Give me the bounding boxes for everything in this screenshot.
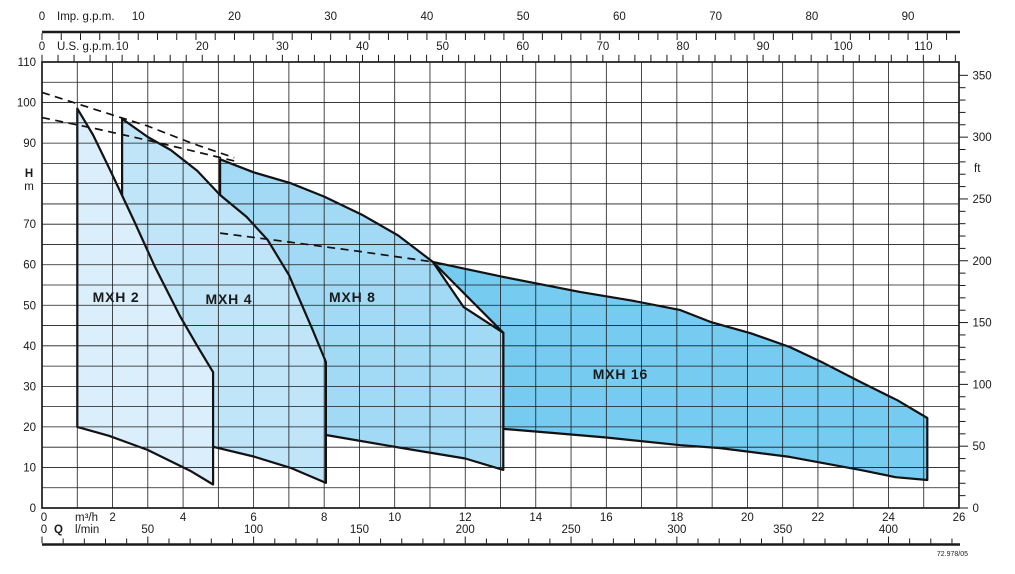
h-axis-tick-label: 100 — [17, 98, 36, 110]
imp-axis-tick-label: 70 — [709, 11, 722, 23]
ft-axis-tick-label: 350 — [973, 70, 992, 82]
region-outline-mxh-2 — [76, 107, 215, 486]
ft-axis-tick-label: 0 — [973, 503, 979, 515]
m3h-tick-label: 8 — [321, 512, 327, 524]
us-axis-tick-label: 0 — [39, 41, 45, 53]
m3h-tick-label: 26 — [953, 512, 966, 524]
lmin-tick-label: 350 — [773, 524, 792, 536]
h-axis-tick-label: 90 — [23, 138, 36, 150]
region-fill-mxh-2 — [77, 108, 214, 485]
ft-axis-tick-label: 100 — [973, 379, 992, 391]
m3h-axis-caption: m³/h — [75, 512, 98, 524]
h-axis-tick-label: 30 — [23, 381, 36, 393]
region-outline-mxh-16 — [431, 260, 929, 482]
limit-curve-mid — [219, 232, 433, 263]
imp-axis-tick-label: 0 — [39, 11, 45, 23]
h-axis-tick-label: 10 — [23, 462, 36, 474]
ft-axis-tick-label: 150 — [973, 318, 992, 330]
us-axis-tick-label: 40 — [356, 41, 369, 53]
m3h-zero-label: 0 — [41, 512, 47, 524]
us-axis-tick-label: 100 — [834, 41, 853, 53]
us-axis-tick-label: 20 — [196, 41, 209, 53]
head-axis-caption: H — [25, 168, 33, 180]
m3h-tick-label: 22 — [812, 512, 825, 524]
h-axis-tick-label: 20 — [23, 422, 36, 434]
lmin-tick-label: 200 — [456, 524, 475, 536]
ft-axis-tick-label: 300 — [973, 132, 992, 144]
m3h-tick-label: 12 — [459, 512, 472, 524]
lmin-tick-label: 100 — [244, 524, 263, 536]
h-axis-tick-label: 110 — [18, 57, 36, 69]
imp-axis-tick-label: 20 — [228, 11, 241, 23]
lmin-tick-label: 50 — [141, 524, 154, 536]
region-fill-mxh-16 — [432, 261, 928, 480]
m3h-tick-label: 14 — [529, 512, 542, 524]
us-axis-tick-label: 50 — [436, 41, 449, 53]
m3h-tick-label: 24 — [882, 512, 895, 524]
imp-axis-tick-label: 80 — [805, 11, 818, 23]
h-axis-tick-label: 40 — [23, 341, 36, 353]
us-gpm-axis-caption: U.S. g.p.m. — [57, 41, 115, 53]
imp-axis-tick-label: 40 — [421, 11, 434, 23]
imp-axis-tick-label: 50 — [517, 11, 530, 23]
imp-axis-tick-label: 10 — [132, 11, 145, 23]
ft-axis-caption: ft — [974, 163, 981, 175]
imp-gpm-axis-caption: Imp. g.p.m. — [57, 11, 115, 23]
m3h-tick-label: 2 — [109, 512, 115, 524]
us-axis-tick-label: 80 — [677, 41, 690, 53]
region-label-mxh-8: MXH 8 — [329, 289, 376, 305]
lmin-tick-label: 150 — [350, 524, 369, 536]
us-axis-tick-label: 70 — [596, 41, 609, 53]
us-axis-tick-label: 60 — [516, 41, 529, 53]
chart-generated-layer: 0 10 20 30 40 50 60 70 80 900 10 20 30 40 50 60 70 80 90 10… — [17, 11, 992, 546]
us-axis-tick-label: 30 — [276, 41, 289, 53]
limit-curve-upper — [41, 91, 235, 159]
imp-axis-tick-label: 60 — [613, 11, 626, 23]
m3h-tick-label: 6 — [250, 512, 256, 524]
ft-axis-tick-label: 200 — [973, 256, 992, 268]
ft-axis-tick-label: 50 — [973, 441, 986, 453]
h-axis-tick-label: 0 — [30, 503, 36, 515]
limit-curve-lower — [41, 116, 235, 162]
document-number: 72.978/05 — [937, 551, 968, 558]
region-label-mxh-16: MXH 16 — [593, 366, 648, 382]
m3h-tick-label: 20 — [741, 512, 754, 524]
lmin-tick-label: 400 — [879, 524, 898, 536]
m3h-tick-label: 16 — [600, 512, 613, 524]
region-label-mxh-4: MXH 4 — [206, 291, 253, 307]
m3h-tick-label: 18 — [670, 512, 683, 524]
us-axis-tick-label: 110 — [914, 41, 932, 53]
us-axis-tick-label: 90 — [757, 41, 770, 53]
imp-axis-tick-label: 90 — [902, 11, 915, 23]
lmin-axis-caption: l/min — [75, 524, 99, 536]
region-label-mxh-2: MXH 2 — [93, 289, 140, 305]
h-axis-tick-label: 70 — [23, 219, 36, 231]
flow-axis-symbol: Q — [54, 524, 63, 536]
h-axis-tick-label: 60 — [23, 260, 36, 272]
m3h-tick-label: 4 — [180, 512, 187, 524]
h-axis-tick-label: 50 — [23, 300, 36, 312]
head-axis-unit: m — [24, 181, 34, 193]
lmin-tick-label: 300 — [667, 524, 686, 536]
us-axis-tick-label: 10 — [116, 41, 129, 53]
lmin-zero-label: 0 — [41, 524, 47, 536]
ft-axis-tick-label: 250 — [973, 194, 992, 206]
m3h-tick-label: 10 — [388, 512, 401, 524]
lmin-tick-label: 250 — [561, 524, 580, 536]
imp-axis-tick-label: 30 — [324, 11, 337, 23]
